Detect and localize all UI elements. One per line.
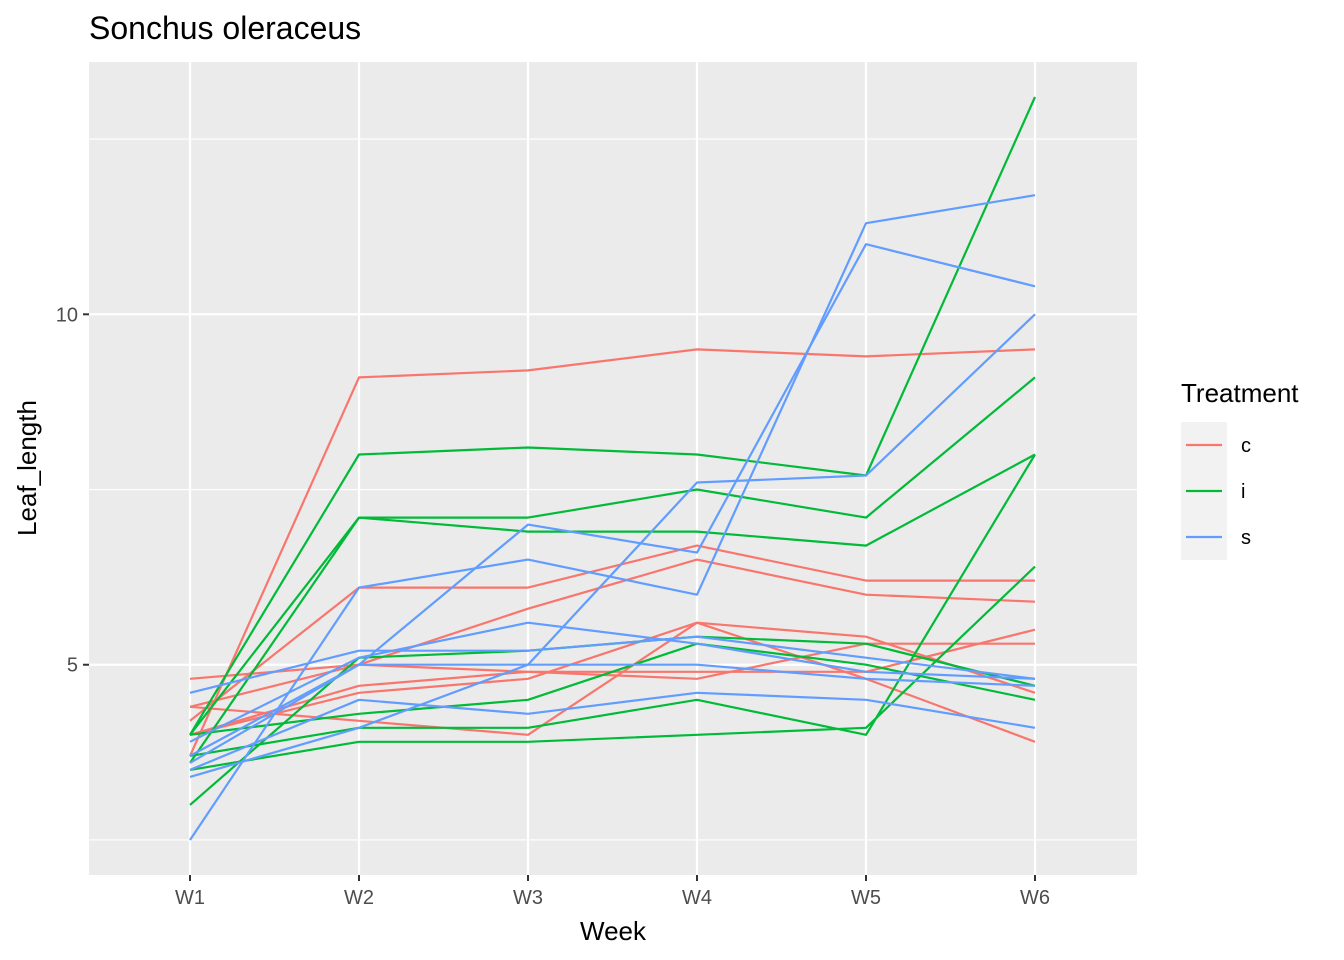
x-tick-label: W4 [682, 887, 712, 909]
series-line-c-2 [189, 544, 1035, 722]
y-axis-title: Leaf_length [12, 400, 42, 536]
minor-gridlines [89, 138, 1137, 841]
series-lines [188, 96, 1037, 841]
x-tick-label: W2 [344, 887, 374, 909]
series-line-i-1 [189, 96, 1037, 736]
x-tick-label: W1 [175, 887, 205, 909]
series-line-i-2 [189, 376, 1036, 736]
series-line-s-5 [189, 621, 1036, 743]
series-line-c-5 [189, 621, 1036, 736]
chart-title: Sonchus oleraceus [89, 10, 361, 46]
x-tick-label: W5 [851, 887, 881, 909]
y-tick-label: 5 [67, 655, 78, 677]
major-gridlines [89, 62, 1137, 875]
series-line-s-1 [189, 194, 1036, 841]
series-line-c-1 [188, 348, 1036, 757]
series-line-i-3 [189, 453, 1036, 764]
x-axis-ticks: W1 W2 W3 W4 W5 W6 [175, 875, 1050, 909]
legend-label-c: c [1241, 435, 1251, 457]
y-axis-ticks: 5 10 [56, 304, 89, 677]
legend-label-i: i [1241, 481, 1245, 503]
series-line-s-3 [189, 313, 1036, 778]
series-line-s-7 [189, 691, 1036, 771]
series-line-i-4 [189, 565, 1036, 771]
x-axis-title: Week [580, 916, 647, 946]
series-line-c-4 [189, 642, 1035, 680]
legend-title: Treatment [1181, 378, 1299, 408]
x-tick-label: W3 [513, 887, 543, 909]
legend-label-s: s [1241, 527, 1251, 549]
legend: Treatment c i s [1181, 378, 1299, 560]
series-line-s-6 [189, 663, 1036, 757]
series-line-s-4 [189, 635, 1036, 694]
series-line-i-6 [189, 642, 1036, 736]
y-tick-label: 10 [56, 304, 78, 326]
plot-panel [89, 62, 1137, 875]
series-line-i-7 [189, 453, 1036, 757]
x-tick-label: W6 [1020, 887, 1050, 909]
